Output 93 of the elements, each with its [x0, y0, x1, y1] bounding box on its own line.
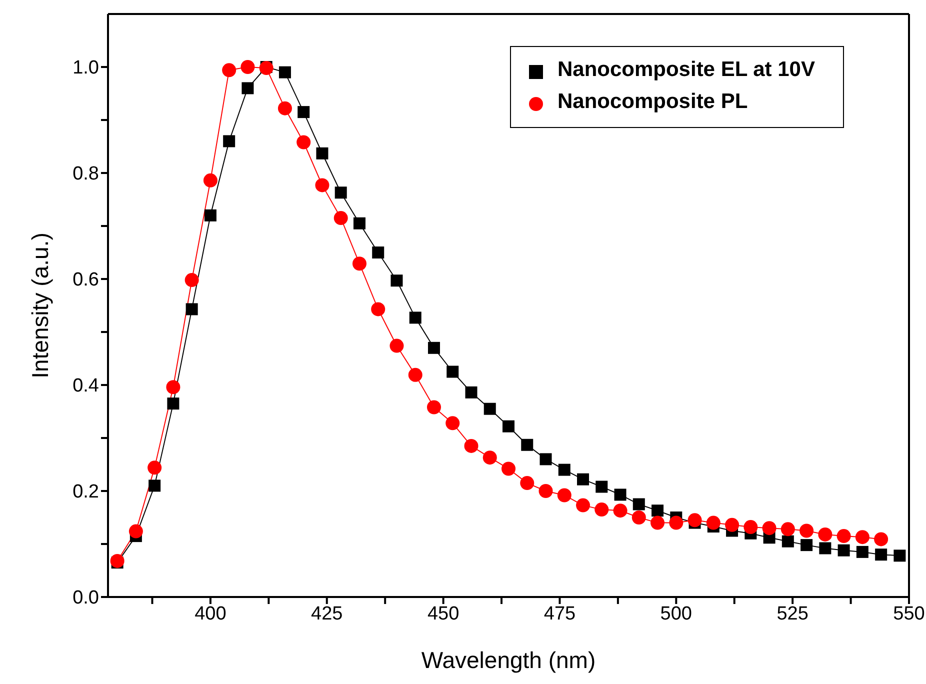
point — [446, 366, 459, 378]
point — [296, 135, 311, 150]
point — [428, 342, 440, 354]
point — [502, 462, 516, 476]
point — [390, 338, 404, 353]
y-tick-label: 0.4 — [72, 376, 100, 397]
point — [464, 438, 478, 453]
point — [315, 178, 330, 192]
y-axis-title: Intensity (a.u.) — [27, 232, 54, 378]
point — [409, 312, 422, 324]
point — [352, 256, 366, 271]
point — [650, 516, 665, 530]
point — [744, 520, 758, 534]
point — [632, 510, 646, 524]
x-axis-title: Wavelength (nm) — [421, 647, 596, 673]
legend-label: Nanocomposite PL — [557, 90, 748, 113]
point — [240, 60, 255, 74]
point — [166, 380, 180, 394]
x-tick-label: 500 — [660, 603, 692, 624]
legend-label: Nanocomposite EL at 10V — [557, 58, 815, 81]
point — [652, 504, 664, 517]
point — [836, 529, 851, 544]
y-tick-label: 0.2 — [72, 482, 99, 503]
x-tick-label: 475 — [544, 603, 576, 624]
point — [110, 554, 124, 568]
point — [576, 498, 590, 512]
point — [557, 488, 572, 502]
point — [186, 303, 198, 316]
point — [596, 480, 608, 493]
point — [874, 532, 888, 546]
point — [223, 135, 236, 148]
point — [614, 488, 626, 501]
point — [613, 504, 628, 518]
point — [520, 476, 534, 490]
point — [894, 550, 906, 562]
point — [706, 516, 720, 530]
point — [278, 66, 291, 78]
point — [632, 498, 645, 510]
y-tick-label: 1.0 — [72, 58, 99, 79]
point — [782, 535, 794, 548]
point — [838, 544, 850, 556]
point — [502, 420, 514, 432]
y-tick-label: 0.6 — [72, 270, 99, 291]
point — [426, 400, 441, 414]
point — [577, 473, 590, 486]
x-tick-label: 550 — [893, 603, 925, 624]
y-tick-label: 0.8 — [72, 164, 99, 185]
point — [353, 217, 366, 230]
point — [259, 61, 274, 76]
point — [484, 402, 496, 415]
point — [334, 186, 347, 199]
point — [203, 173, 218, 188]
point — [184, 273, 199, 288]
point — [298, 106, 310, 118]
point — [780, 522, 795, 536]
point — [446, 416, 460, 430]
point — [594, 502, 609, 517]
point — [669, 516, 684, 530]
point — [800, 539, 813, 552]
point — [540, 453, 552, 466]
point — [856, 546, 868, 558]
point — [204, 209, 216, 222]
x-tick-label: 450 — [427, 603, 460, 624]
point — [558, 464, 570, 476]
point — [222, 63, 236, 78]
point — [688, 513, 702, 528]
point — [465, 386, 478, 398]
point — [875, 548, 888, 561]
point — [482, 450, 497, 465]
point — [148, 480, 161, 492]
point — [725, 518, 740, 532]
point — [855, 530, 870, 544]
point — [818, 527, 832, 542]
point — [167, 398, 180, 410]
point — [800, 524, 814, 538]
point — [390, 274, 403, 287]
point — [408, 368, 422, 382]
point — [334, 211, 348, 226]
point — [242, 82, 254, 94]
point — [538, 484, 553, 498]
point — [819, 542, 832, 554]
y-tick-label: 0.0 — [72, 588, 99, 609]
point — [372, 246, 384, 258]
point — [316, 147, 328, 160]
x-tick-label: 400 — [194, 603, 226, 624]
point — [148, 460, 162, 475]
x-tick-label: 525 — [776, 603, 808, 624]
point — [371, 302, 386, 316]
point — [128, 524, 143, 538]
point — [521, 438, 534, 451]
point — [762, 521, 776, 536]
point — [278, 101, 292, 116]
x-tick-label: 425 — [311, 603, 343, 624]
